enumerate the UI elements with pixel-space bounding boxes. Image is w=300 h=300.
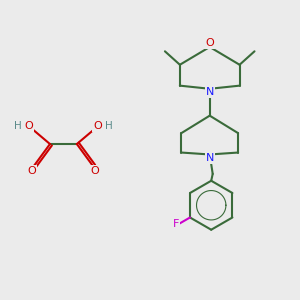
Text: N: N (206, 153, 214, 163)
Text: H: H (105, 121, 113, 131)
Text: H: H (14, 121, 22, 131)
Text: O: O (205, 38, 214, 48)
Text: O: O (90, 166, 99, 176)
Text: N: N (206, 87, 214, 98)
Text: F: F (172, 219, 179, 229)
Text: O: O (93, 121, 102, 131)
Text: O: O (25, 121, 33, 131)
Text: O: O (28, 166, 36, 176)
